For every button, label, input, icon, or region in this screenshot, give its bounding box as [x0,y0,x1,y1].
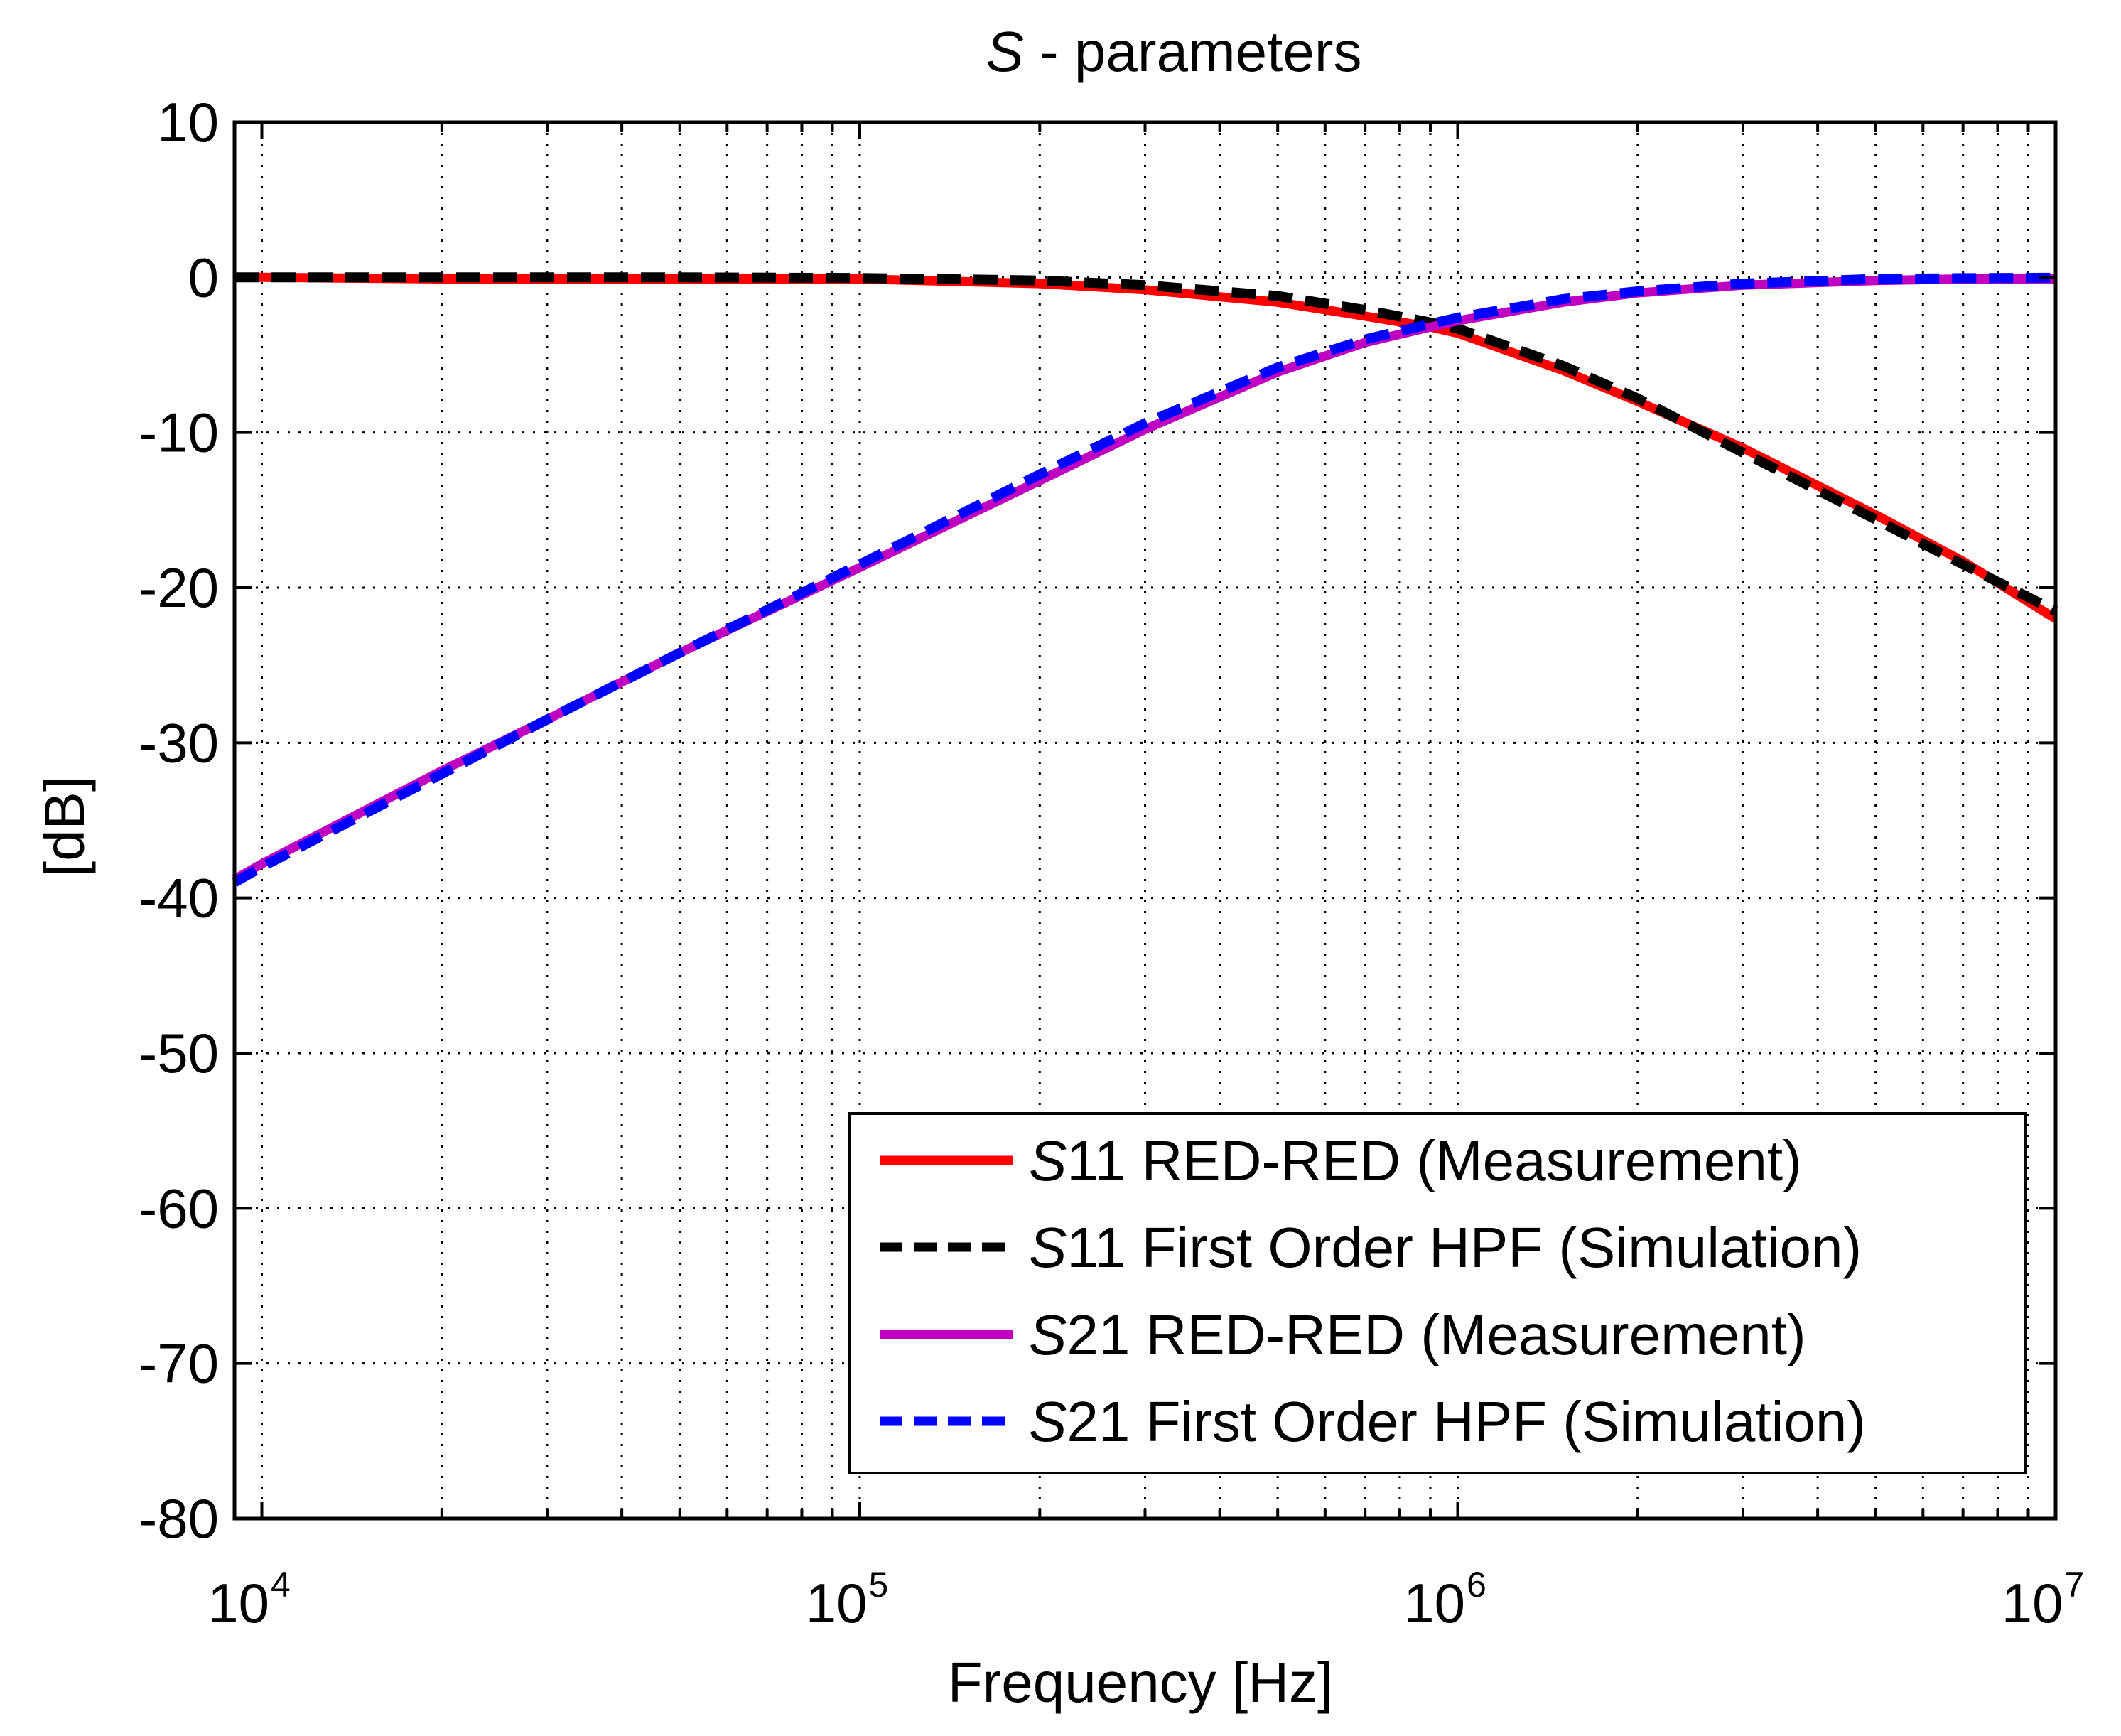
series-lines [232,272,2058,887]
x-tick-label: 105 [806,1565,889,1634]
series-line-s11-first-order-hpf-simulation [234,272,2058,616]
x-tick-labels: 104 105 106 107 [207,1565,2084,1634]
x-axis-title: Frequency [Hz] [948,1651,1333,1714]
legend: S11 RED-RED (Measurement) S11 First Order… [848,1112,2027,1474]
x-tick-label: 106 [1403,1565,1486,1634]
legend-label: S11 RED-RED (Measurement) [1029,1129,1802,1192]
y-tick-label: -10 [139,401,219,464]
y-tick-label: -80 [139,1487,219,1550]
y-tick-label: -30 [139,711,219,774]
x-tick-label: 104 [207,1565,291,1634]
y-tick-label: 10 [157,91,219,153]
legend-box [848,1112,2027,1474]
legend-label: S21 RED-RED (Measurement) [1029,1303,1806,1366]
y-tick-label: 0 [188,246,219,308]
y-tick-label: -60 [139,1177,219,1239]
y-tick-label: -20 [139,556,219,619]
y-tick-label: -40 [139,867,219,929]
series-line-s21-first-order-hpf-simulation [232,272,2056,887]
legend-label: S21 First Order HPF (Simulation) [1029,1390,1866,1453]
series-line-s11-red-red-measurement [234,272,2058,623]
axis-ticks [233,121,2057,1520]
y-tick-labels: 10 0 -10 -20 -30 -40 -50 -60 -70 -80 [139,91,219,1550]
y-tick-label: -50 [139,1022,219,1084]
y-axis-title: [dB] [33,776,96,877]
y-tick-label: -70 [139,1332,219,1395]
chart-title: S - parameters [986,20,1361,83]
legend-label: S11 First Order HPF (Simulation) [1029,1216,1862,1279]
x-tick-label: 107 [2002,1565,2085,1634]
